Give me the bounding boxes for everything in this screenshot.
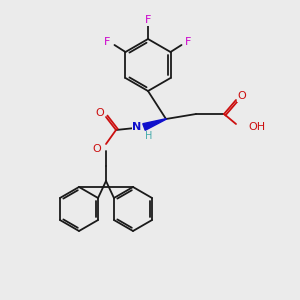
Text: OH: OH xyxy=(248,122,265,132)
Polygon shape xyxy=(143,119,166,130)
Text: F: F xyxy=(104,37,111,47)
Text: N: N xyxy=(132,122,142,132)
Text: O: O xyxy=(238,91,246,101)
Text: H: H xyxy=(145,131,153,141)
Text: F: F xyxy=(185,37,192,47)
Text: O: O xyxy=(93,144,101,154)
Text: F: F xyxy=(145,15,151,25)
Text: O: O xyxy=(96,108,104,118)
